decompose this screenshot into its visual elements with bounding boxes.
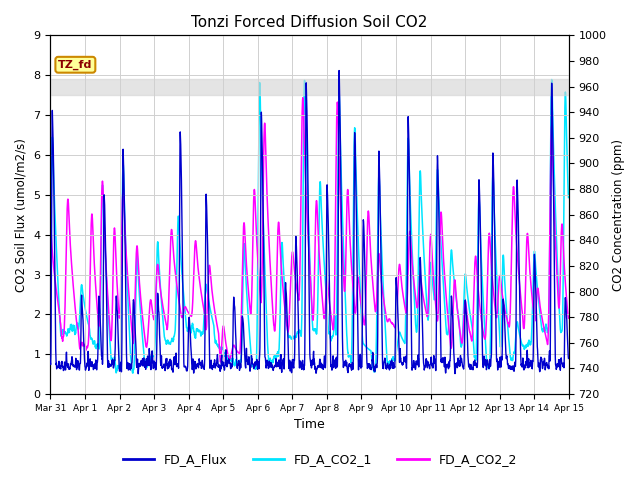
Legend: FD_A_Flux, FD_A_CO2_1, FD_A_CO2_2: FD_A_Flux, FD_A_CO2_1, FD_A_CO2_2 <box>118 448 522 471</box>
Y-axis label: CO2 Concentration (ppm): CO2 Concentration (ppm) <box>612 139 625 291</box>
Bar <box>51 79 569 95</box>
Title: Tonzi Forced Diffusion Soil CO2: Tonzi Forced Diffusion Soil CO2 <box>191 15 428 30</box>
Text: TZ_fd: TZ_fd <box>58 60 93 70</box>
X-axis label: Time: Time <box>294 419 325 432</box>
Y-axis label: CO2 Soil Flux (umol/m2/s): CO2 Soil Flux (umol/m2/s) <box>15 138 28 292</box>
